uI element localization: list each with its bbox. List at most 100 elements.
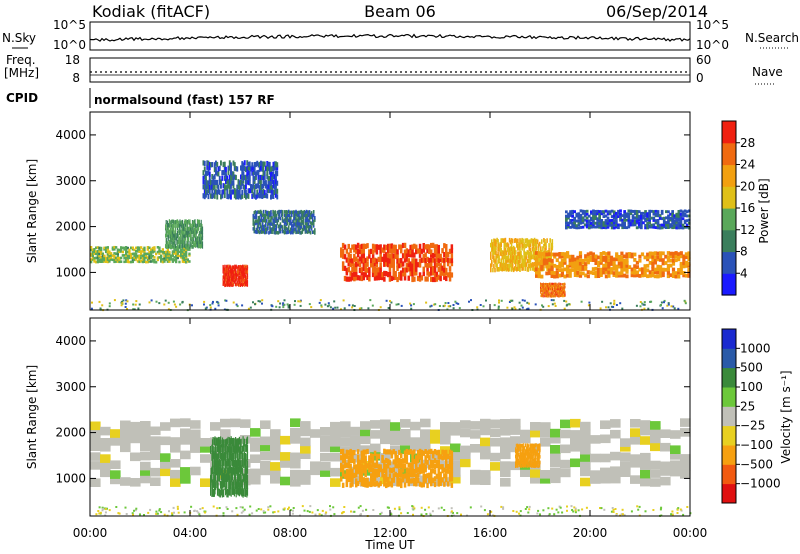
- heatmap-cell: [243, 265, 245, 269]
- heatmap-cell: [236, 277, 238, 281]
- heatmap-cell: [103, 246, 106, 250]
- heatmap-cell: [356, 275, 360, 281]
- heatmap-cell: [254, 230, 257, 234]
- heatmap-cell: [265, 183, 267, 189]
- heatmap-cell: [530, 263, 533, 268]
- heatmap-cell: [407, 462, 410, 468]
- heatmap-cell: [185, 233, 187, 238]
- heatmap-cell: [95, 252, 98, 256]
- heatmap-cell: [503, 247, 506, 252]
- heatmap-cell: [355, 266, 358, 272]
- heatmap-cell: [514, 247, 516, 252]
- heatmap-cell: [628, 254, 632, 259]
- heatmap-cell: [396, 476, 399, 482]
- heatmap-cell: [375, 244, 379, 250]
- heatmap-cell: [394, 244, 397, 250]
- heatmap-cell: [287, 230, 290, 234]
- heatmap-cell: [530, 475, 541, 484]
- heatmap-cell: [173, 258, 176, 262]
- heatmap-cell: [607, 264, 611, 269]
- heatmap-cell: [677, 221, 681, 225]
- heatmap-cell: [681, 212, 685, 215]
- heatmap-cell: [96, 256, 99, 259]
- heatmap-cell: [503, 238, 506, 243]
- heatmap-cell: [233, 188, 236, 194]
- heatmap-cell: [170, 478, 181, 487]
- heatmap-cell: [499, 266, 501, 271]
- heatmap-cell: [381, 454, 384, 461]
- heatmap-cell: [403, 275, 407, 281]
- heatmap-cell: [202, 193, 205, 199]
- heatmap-cell: [364, 262, 367, 269]
- heatmap-cell: [418, 258, 422, 264]
- heatmap-cell: [445, 463, 448, 469]
- heatmap-cell: [390, 453, 394, 459]
- heatmap-cell: [262, 218, 265, 223]
- heatmap-cell: [130, 254, 133, 258]
- heatmap-cell: [255, 161, 257, 168]
- heatmap-cell: [684, 260, 688, 265]
- heatmap-cell: [261, 184, 264, 190]
- heatmap-cell: [568, 254, 572, 259]
- heatmap-cell: [584, 273, 588, 278]
- heatmap-cell: [377, 464, 380, 470]
- heatmap-cell: [683, 214, 687, 218]
- heatmap-cell: [646, 257, 650, 262]
- heatmap-cell: [355, 256, 358, 262]
- heatmap-cell: [223, 183, 226, 189]
- heatmap-cell: [279, 227, 282, 231]
- heatmap-cell: [276, 165, 279, 171]
- heatmap-cell: [560, 284, 562, 287]
- heatmap-cell: [433, 272, 437, 278]
- heatmap-cell: [126, 260, 129, 264]
- heatmap-cell: [519, 246, 521, 252]
- heatmap-cell: [549, 238, 551, 243]
- heatmap-cell: [519, 267, 521, 272]
- heatmap-cell: [446, 464, 450, 470]
- heatmap-cell: [537, 254, 541, 259]
- heatmap-cell: [233, 270, 235, 274]
- heatmap-cell: [290, 222, 292, 226]
- heatmap-cell: [308, 210, 311, 214]
- heatmap-cell: [522, 243, 524, 249]
- heatmap-cell: [515, 443, 517, 448]
- heatmap-cell: [385, 473, 388, 479]
- heatmap-cell: [602, 263, 606, 268]
- heatmap-cell: [431, 276, 435, 283]
- heatmap-cell: [403, 463, 407, 469]
- heatmap-cell: [293, 227, 295, 232]
- heatmap-cell: [394, 249, 397, 255]
- heatmap-cell: [287, 209, 290, 214]
- heatmap-cell: [350, 453, 361, 463]
- heatmap-cell: [373, 257, 377, 263]
- heatmap-cell: [403, 473, 407, 479]
- heatmap-cell: [416, 248, 420, 254]
- heatmap-cell: [597, 255, 601, 260]
- heatmap-cell: [508, 247, 511, 252]
- heatmap-cell: [407, 275, 410, 281]
- heatmap-cell: [514, 266, 516, 271]
- heatmap-cell: [452, 304, 455, 306]
- heatmap-cell: [424, 276, 427, 282]
- heatmap-cell: [430, 249, 433, 255]
- heatmap-cell: [409, 462, 412, 468]
- heatmap-cell: [135, 256, 138, 259]
- heatmap-cell: [298, 228, 300, 232]
- heatmap-cell: [658, 226, 662, 230]
- heatmap-cell: [230, 189, 232, 195]
- heatmap-cell: [229, 264, 231, 268]
- heatmap-cell: [91, 258, 94, 261]
- heatmap-cell: [168, 252, 171, 256]
- heatmap-cell: [175, 260, 178, 264]
- heatmap-cell: [120, 477, 131, 486]
- heatmap-cell: [145, 254, 148, 257]
- heatmap-cell: [671, 271, 676, 276]
- heatmap-cell: [394, 463, 397, 469]
- heatmap-cell: [210, 179, 212, 186]
- heatmap-cell: [120, 427, 131, 436]
- heatmap-cell: [166, 237, 168, 242]
- heatmap-cell: [266, 210, 268, 215]
- heatmap-cell: [418, 262, 422, 268]
- heatmap-cell: [667, 214, 670, 218]
- heatmap-cell: [580, 460, 591, 470]
